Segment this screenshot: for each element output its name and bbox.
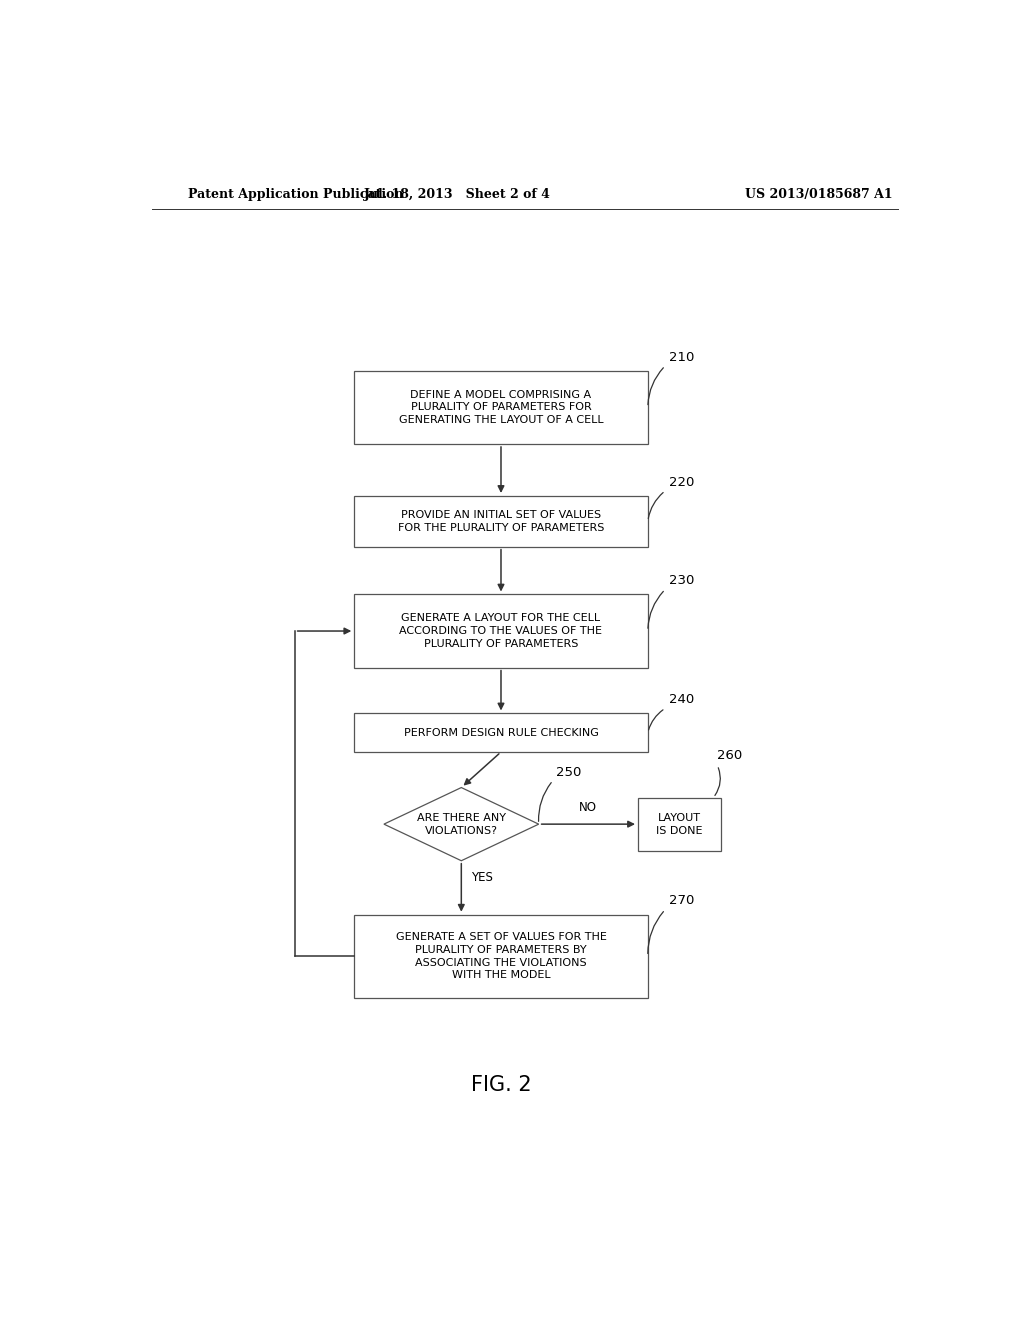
Bar [354, 713, 648, 752]
Text: NO: NO [580, 801, 597, 814]
Text: FIG. 2: FIG. 2 [471, 1076, 531, 1096]
Text: Jul. 18, 2013   Sheet 2 of 4: Jul. 18, 2013 Sheet 2 of 4 [364, 189, 551, 202]
Text: GENERATE A SET OF VALUES FOR THE
PLURALITY OF PARAMETERS BY
ASSOCIATING THE VIOL: GENERATE A SET OF VALUES FOR THE PLURALI… [395, 932, 606, 981]
Text: DEFINE A MODEL COMPRISING A
PLURALITY OF PARAMETERS FOR
GENERATING THE LAYOUT OF: DEFINE A MODEL COMPRISING A PLURALITY OF… [398, 389, 603, 425]
Text: 220: 220 [670, 475, 694, 488]
Text: ARE THERE ANY
VIOLATIONS?: ARE THERE ANY VIOLATIONS? [417, 813, 506, 836]
Bar [354, 915, 648, 998]
Bar [354, 371, 648, 444]
Text: LAYOUT
IS DONE: LAYOUT IS DONE [656, 813, 702, 836]
Text: 270: 270 [670, 895, 694, 907]
Text: PROVIDE AN INITIAL SET OF VALUES
FOR THE PLURALITY OF PARAMETERS: PROVIDE AN INITIAL SET OF VALUES FOR THE… [397, 510, 604, 533]
Bar [354, 496, 648, 546]
Text: 210: 210 [670, 351, 694, 364]
Text: 240: 240 [670, 693, 694, 706]
Text: PERFORM DESIGN RULE CHECKING: PERFORM DESIGN RULE CHECKING [403, 727, 598, 738]
Text: GENERATE A LAYOUT FOR THE CELL
ACCORDING TO THE VALUES OF THE
PLURALITY OF PARAM: GENERATE A LAYOUT FOR THE CELL ACCORDING… [399, 614, 602, 649]
Text: 260: 260 [717, 750, 742, 762]
Polygon shape [384, 788, 539, 861]
Text: Patent Application Publication: Patent Application Publication [187, 189, 403, 202]
Bar [354, 594, 648, 668]
Text: 230: 230 [670, 574, 694, 587]
Text: 250: 250 [556, 767, 582, 779]
Text: YES: YES [471, 871, 493, 884]
Text: US 2013/0185687 A1: US 2013/0185687 A1 [744, 189, 892, 202]
Bar [638, 797, 721, 850]
